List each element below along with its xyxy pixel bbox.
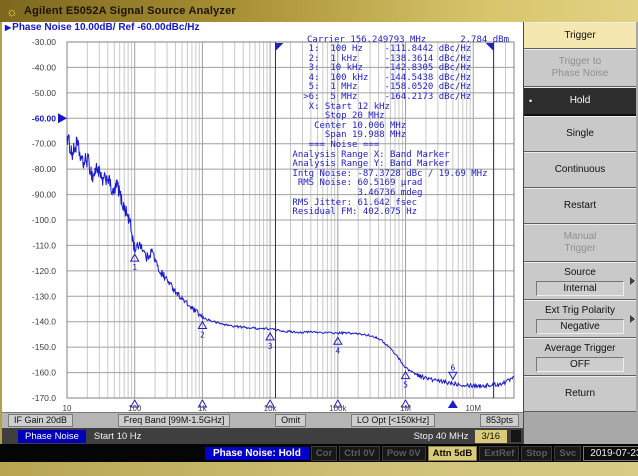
svg-text:-30.00: -30.00 [32, 37, 56, 47]
softkey-label: Continuous [554, 164, 606, 175]
softkey-label: Single [566, 128, 594, 139]
softkey-trigger-to-phase-noise: Trigger to Phase Noise [524, 49, 636, 87]
rf-setting-box: IF Gain 20dB [8, 414, 74, 427]
softkey-label: Hold [569, 95, 591, 106]
softkey-label: Ext Trig Polarity [544, 304, 616, 316]
title-bar: ☼ Agilent E5052A Signal Source Analyzer [0, 0, 638, 22]
svg-text:-160.0: -160.0 [32, 368, 56, 378]
svg-text:-40.00: -40.00 [32, 62, 56, 72]
softkey-hold[interactable]: Hold • [524, 87, 636, 116]
softkey-continuous[interactable]: Continuous [524, 152, 636, 188]
svg-text:6: 6 [450, 363, 455, 372]
sweep-stop-label: Stop 40 MHz [413, 430, 469, 442]
svg-text:1M: 1M [400, 404, 411, 412]
bar-end-stub [511, 430, 521, 442]
softkey-average-trigger[interactable]: Average Trigger OFF [524, 338, 636, 376]
softkey-single[interactable]: Single [524, 116, 636, 152]
status-indicator-pow-0v: Pow 0V [381, 445, 426, 461]
menu-header-trigger: Trigger [524, 22, 636, 49]
softkey-label: Phase Noise [551, 68, 609, 79]
svg-text:-100.0: -100.0 [32, 215, 56, 225]
softkey-restart[interactable]: Restart [524, 188, 636, 224]
submenu-arrow-icon [630, 315, 635, 323]
svg-text:-50.00: -50.00 [32, 88, 56, 98]
softkey-label: Trigger [564, 243, 596, 254]
bottom-frame-strip [0, 462, 638, 476]
screen-page-indicator: 3/16 [474, 429, 507, 443]
svg-text:-80.00: -80.00 [32, 164, 56, 174]
carrier-power-readout: 2.784 dBm [460, 35, 509, 45]
softkey-source[interactable]: Source Internal [524, 262, 636, 300]
svg-text:5: 5 [403, 381, 408, 390]
svg-text:-140.0: -140.0 [32, 317, 56, 327]
softkey-label: Return [564, 388, 595, 399]
selected-bullet-icon: • [529, 96, 533, 106]
status-indicator-svc: Svc [554, 445, 582, 461]
softkey-value: OFF [536, 356, 624, 372]
status-indicator-stop: Stop [521, 445, 553, 461]
rf-settings-bar: IF Gain 20dB Freq Band [99M-1.5GHz] Omit LO… [2, 412, 525, 428]
menu-filler [524, 412, 636, 444]
softkey-return[interactable]: Return [524, 376, 636, 412]
svg-text:-110.0: -110.0 [33, 240, 57, 250]
status-indicator-extref: ExtRef [479, 445, 520, 461]
rf-setting-box: 853pts [479, 414, 519, 427]
svg-text:10k: 10k [264, 404, 278, 412]
submenu-arrow-icon [630, 277, 635, 285]
svg-text:-120.0: -120.0 [32, 266, 56, 276]
svg-text:1k: 1k [198, 404, 207, 412]
system-status-bar: Phase Noise: Hold Cor Ctrl 0V Pow 0V Attn 5… [0, 444, 638, 462]
rf-setting-box: Omit [275, 414, 307, 427]
carrier-frequency-readout: Carrier 156.249793 MHz [307, 35, 427, 45]
softkey-label: Restart [563, 200, 597, 211]
window-title: Agilent E5052A Signal Source Analyzer [23, 5, 236, 17]
svg-text:2: 2 [200, 331, 205, 340]
svg-text:-170.0: -170.0 [32, 393, 56, 403]
measurement-state-badge: Phase Noise: Hold [205, 446, 309, 460]
softkey-label: Average Trigger [544, 342, 616, 354]
svg-text:10M: 10M [465, 404, 481, 412]
status-indicator-ctrl-0v: Ctrl 0V [339, 445, 380, 461]
channel-mode-badge: Phase Noise [18, 429, 86, 443]
status-indicator-cor: Cor [310, 445, 338, 461]
svg-text:10: 10 [63, 404, 72, 412]
status-indicator-attn-5db: Attn 5dB [427, 445, 478, 461]
measurement-window: ▶Phase Noise 10.00dB/ Ref -60.00dBc/Hz 1… [0, 22, 525, 444]
trace-scale-header[interactable]: ▶Phase Noise 10.00dB/ Ref -60.00dBc/Hz [5, 22, 199, 34]
sweep-status-bar: Phase Noise Start 10 Hz Stop 40 MHz 3/16 [2, 428, 525, 444]
svg-text:4: 4 [335, 346, 340, 355]
softkey-label: Manual [563, 231, 597, 242]
phase-noise-plot[interactable]: 1 2 3 4 5 6 -30.00 -40.00 -50.00 -60.00 -70.00 -80.… [2, 34, 525, 412]
sweep-start-label: Start 10 Hz [93, 430, 142, 442]
rf-setting-box: LO Opt [<150kHz] [350, 414, 436, 427]
marker-readout-block: 1: 100 Hz -111.8442 dBc/Hz 2: 1 kHz -138… [292, 44, 488, 218]
trace-marker-icon: ▶ [5, 23, 12, 32]
indicator-group: Cor Ctrl 0V Pow 0V Attn 5dB ExtRef Stop Svc [310, 445, 582, 461]
datetime-display: 2019-07-23 16:39 [583, 445, 638, 461]
sun-icon: ☼ [6, 3, 18, 19]
softkey-label: Trigger to [558, 56, 602, 67]
softkey-value: Internal [536, 280, 624, 296]
svg-text:1: 1 [132, 263, 137, 272]
svg-text:-90.00: -90.00 [32, 190, 56, 200]
softkey-manual-trigger: Manual Trigger [524, 224, 636, 262]
softkey-ext-trig-polarity[interactable]: Ext Trig Polarity Negative [524, 300, 636, 338]
softkey-label: Source [564, 266, 596, 278]
softkey-value: Negative [536, 318, 624, 334]
rf-setting-box: Freq Band [99M-1.5GHz] [117, 414, 231, 427]
svg-text:-130.0: -130.0 [32, 291, 56, 301]
svg-text:100k: 100k [329, 404, 347, 412]
svg-text:-70.00: -70.00 [32, 139, 56, 149]
trace-scale-text: Phase Noise 10.00dB/ Ref -60.00dBc/Hz [12, 22, 200, 33]
softkey-menu: Trigger Trigger to Phase Noise Hold • Single C… [523, 22, 638, 444]
svg-text:3: 3 [268, 342, 273, 351]
svg-text:-60.00: -60.00 [32, 113, 56, 123]
svg-text:100: 100 [128, 404, 142, 412]
svg-text:-150.0: -150.0 [32, 342, 56, 352]
